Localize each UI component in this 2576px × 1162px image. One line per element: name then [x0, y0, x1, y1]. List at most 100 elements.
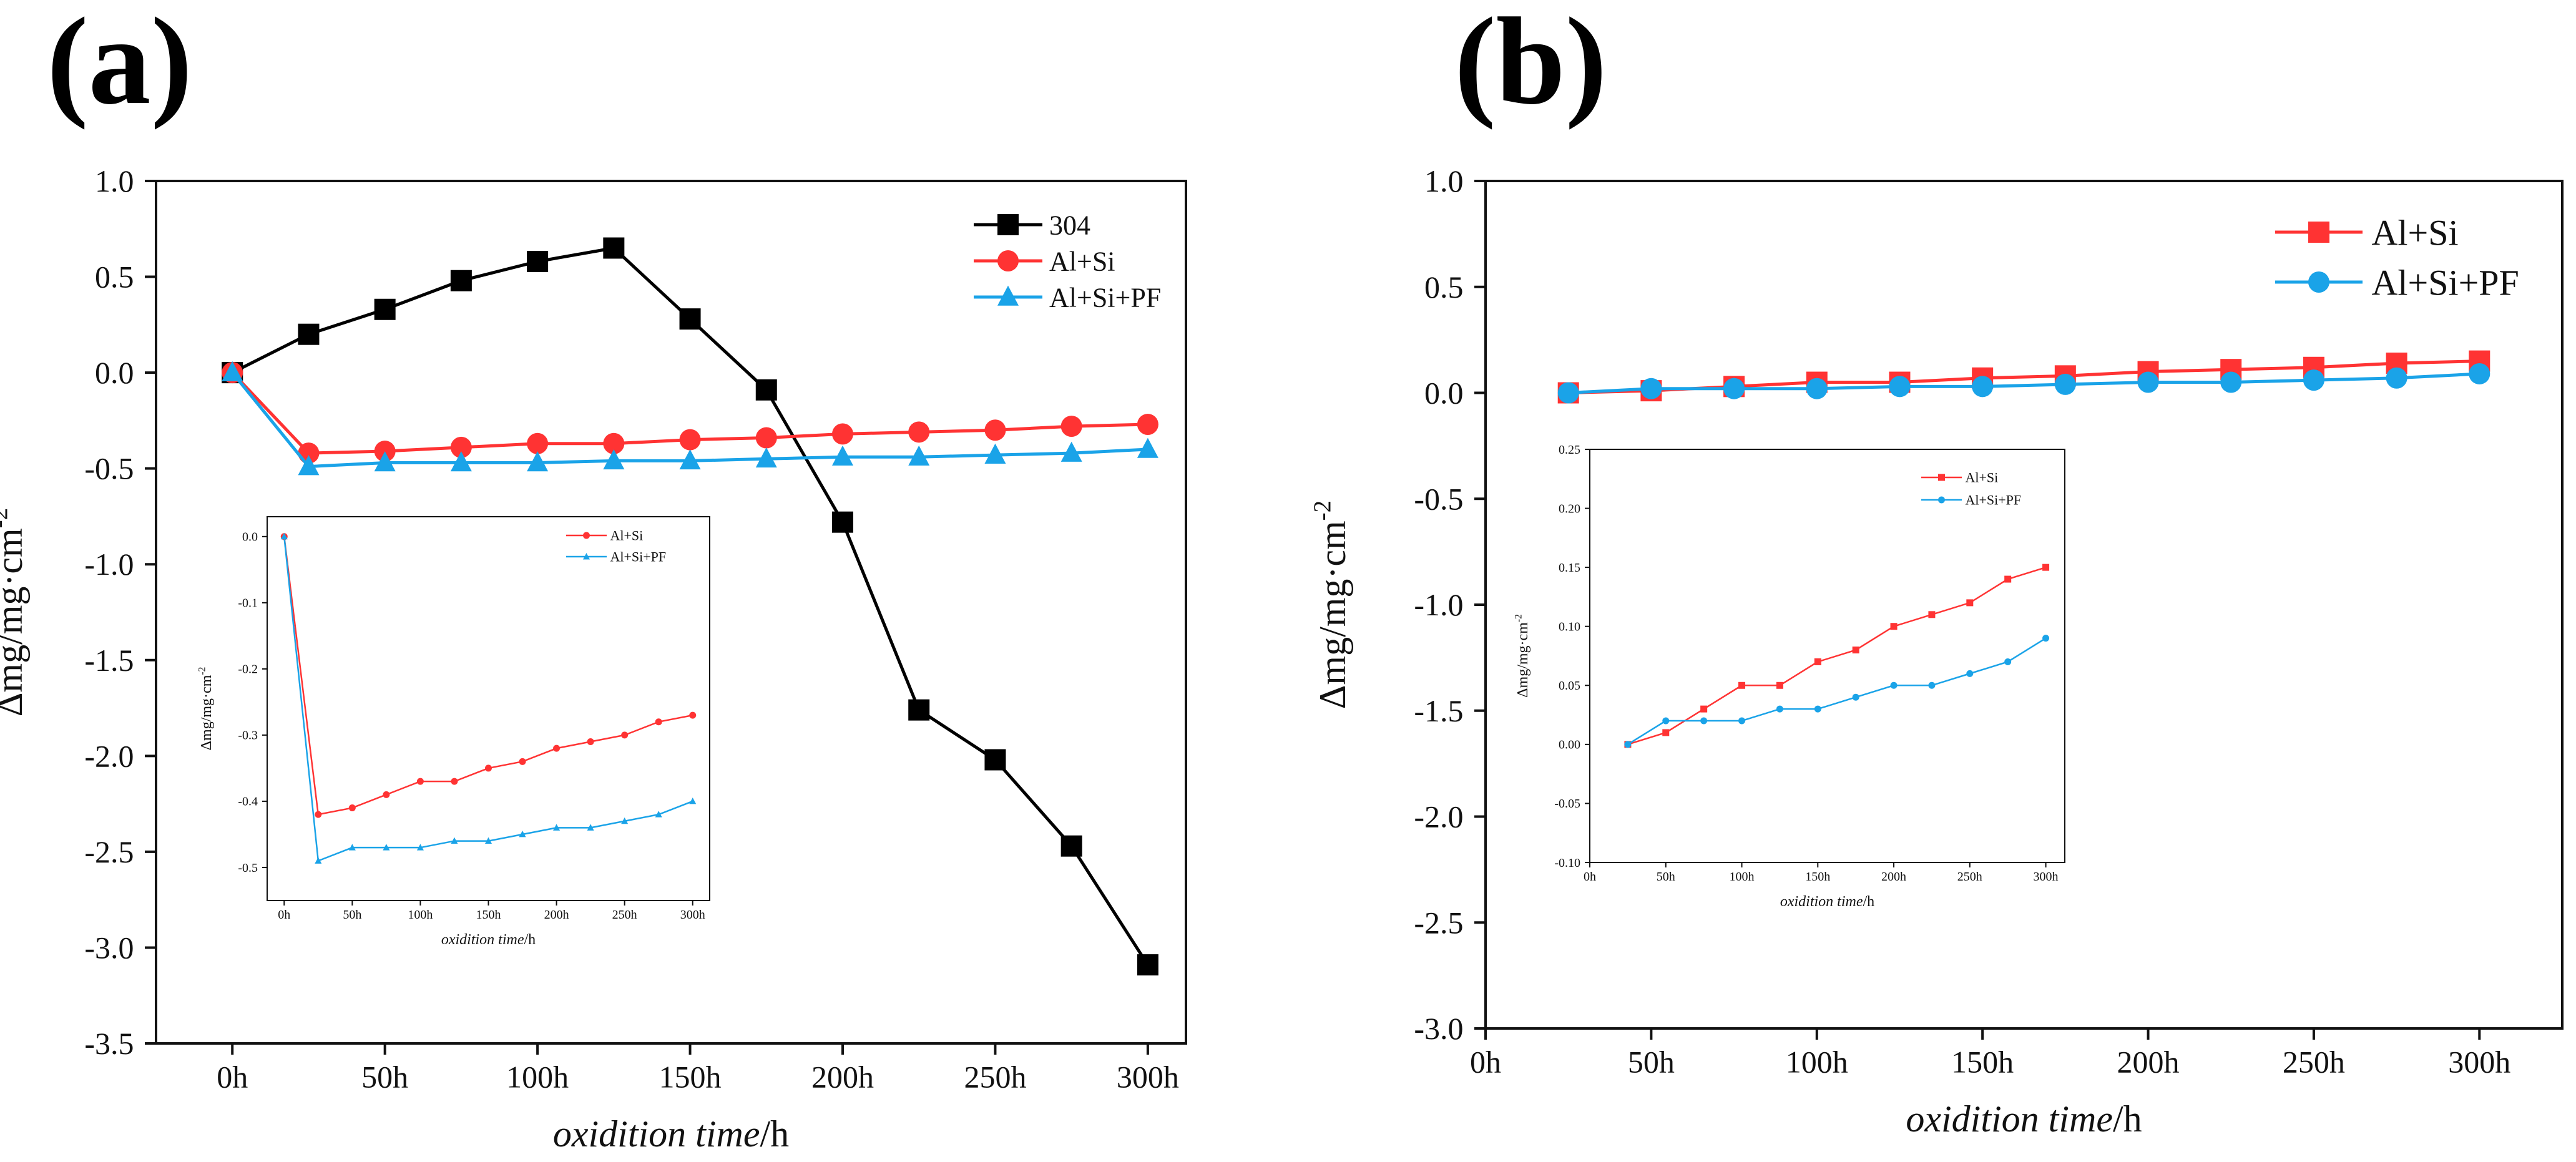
a-inset-point-al-si-pf	[280, 532, 288, 540]
b-y-axis-title: Δmg/mg·cm-2	[1309, 500, 1353, 709]
a-point-304	[603, 237, 625, 259]
a-inset-point-al-si-pf	[621, 817, 629, 824]
a-inset-point-al-si	[587, 738, 594, 746]
a-inset-point-al-si-pf	[348, 844, 356, 851]
a-point-al-si	[450, 436, 472, 458]
a-inset-point-al-si	[383, 791, 390, 798]
b-x-axis-title: oxidition time/h	[1906, 1098, 2142, 1140]
a-ytick-label: 0.5	[95, 260, 134, 295]
b-point-al-si-pf	[1806, 378, 1828, 399]
b-inset-ytick-label: 0.10	[1559, 620, 1580, 634]
b-inset-point-al-si-pf	[1928, 681, 1936, 689]
a-inset-point-al-si-pf	[315, 857, 322, 864]
a-inset-x-axis-title-unit: /h	[524, 932, 536, 948]
b-x-axis-title-unit: /h	[2113, 1098, 2142, 1140]
b-ytick-label: -2.0	[1414, 799, 1463, 834]
b-point-al-si-pf	[1640, 378, 1662, 399]
a-point-al-si-pf	[374, 451, 396, 472]
a-inset-xtick-label: 200h	[544, 908, 569, 922]
a-xtick-label: 300h	[1117, 1060, 1179, 1095]
a-point-304	[832, 511, 853, 533]
a-point-al-si-pf	[1137, 437, 1158, 458]
b-inset-point-al-si	[2004, 575, 2012, 583]
a-xtick-label: 200h	[811, 1060, 874, 1095]
b-xtick-label: 100h	[1786, 1045, 1848, 1080]
b-inset-point-al-si	[1814, 658, 1821, 665]
b-inset-xtick-label: 50h	[1657, 870, 1675, 884]
a-legend-marker-al-si-pf	[997, 285, 1019, 306]
a-inset-point-al-si-pf	[553, 824, 561, 831]
a-ytick-label: -2.5	[84, 834, 134, 869]
a-inset-x-axis-title-main: oxidition time	[441, 932, 524, 948]
a-point-al-si	[1060, 416, 1082, 437]
panel-label-b: (b)	[1454, 0, 1607, 130]
b-inset-ytick-label: -0.05	[1554, 797, 1580, 811]
a-inset-point-al-si	[621, 731, 629, 739]
a-y-axis-title-main: Δmg/mg·cm	[0, 528, 30, 716]
b-inset-y-axis-title: Δmg/mg·cm-2	[1513, 614, 1531, 698]
b-inset-point-al-si	[1776, 681, 1783, 689]
b-ytick-label: -3.0	[1414, 1011, 1463, 1046]
a-y-axis-title-exp: -2	[0, 508, 12, 529]
a-inset-xtick-label: 250h	[612, 908, 637, 922]
b-inset-legend-label-al-si-pf: Al+Si+PF	[1966, 492, 2022, 508]
b-inset-xtick-label: 150h	[1805, 870, 1830, 884]
b-inset-ytick-label: 0.25	[1559, 443, 1580, 457]
b-point-al-si-pf	[1889, 376, 1911, 398]
a-inset-ytick-label: -0.1	[238, 597, 258, 610]
a-inset-point-al-si-pf	[689, 798, 697, 804]
a-xtick-label: 50h	[361, 1060, 408, 1095]
a-inset-ytick-label: -0.4	[238, 795, 258, 809]
chart-a-inset: 0h 50h 100h 150h 200h 250h 300h 0.0 -0.1 -0.2 -0.3…	[197, 516, 710, 948]
a-inset-point-al-si-pf	[451, 837, 458, 844]
b-line-al-si-pf	[1568, 372, 2480, 394]
a-point-al-si	[679, 429, 701, 451]
a-point-304	[984, 749, 1006, 771]
a-xtick-label: 0h	[217, 1060, 248, 1095]
b-point-al-si-pf	[2137, 371, 2159, 393]
b-ytick-label: 0.5	[1424, 270, 1464, 305]
a-ytick-label: -0.5	[84, 451, 134, 486]
a-point-al-si	[984, 419, 1006, 441]
a-point-al-si-pf	[603, 449, 625, 470]
b-xtick-label: 50h	[1628, 1045, 1675, 1080]
b-inset-plot-frame	[1589, 449, 2065, 863]
b-point-al-si-pf	[2220, 371, 2242, 393]
b-xtick-label: 250h	[2283, 1045, 2345, 1080]
a-inset-legend-label-al-si: Al+Si	[610, 528, 644, 544]
a-inset-ytick-label: -0.3	[238, 729, 258, 743]
a-point-304	[679, 308, 701, 330]
b-point-al-si-pf	[2386, 367, 2407, 389]
a-inset-point-al-si	[519, 758, 526, 765]
a-inset-series-al-si	[280, 533, 697, 818]
b-inset-point-al-si	[1738, 681, 1746, 689]
b-inset-legend-label-al-si: Al+Si	[1966, 470, 1999, 486]
a-point-al-si-pf	[222, 361, 243, 381]
a-legend-label-al-si-pf: Al+Si+PF	[1049, 282, 1161, 313]
a-inset-ytick-label: -0.2	[238, 663, 258, 676]
a-point-al-si-pf	[450, 451, 472, 472]
a-inset-plot-frame	[267, 516, 710, 901]
b-inset-x-axis-title-main: oxidition time	[1780, 894, 1863, 910]
a-inset-point-al-si	[348, 804, 356, 812]
b-point-al-si-pf	[1557, 382, 1579, 404]
a-point-al-si	[1137, 414, 1158, 436]
a-inset-point-al-si	[315, 811, 322, 818]
a-point-al-si-pf	[832, 445, 853, 466]
b-xtick-label: 300h	[2448, 1045, 2510, 1080]
a-point-304	[298, 323, 320, 345]
b-inset-point-al-si	[1662, 729, 1670, 736]
a-point-al-si-pf	[679, 449, 701, 470]
b-inset-point-al-si-pf	[2042, 635, 2050, 642]
b-inset-legend-marker-al-si-pf	[1938, 496, 1945, 504]
b-inset-x-axis-title-unit: /h	[1863, 894, 1874, 910]
a-point-al-si	[755, 427, 777, 449]
a-inset-point-al-si-pf	[383, 844, 390, 851]
a-x-axis-title-unit: /h	[760, 1113, 789, 1155]
b-inset-point-al-si-pf	[1852, 693, 1859, 701]
b-point-al-si-pf	[1723, 378, 1745, 399]
b-inset-xtick-label: 0h	[1584, 870, 1596, 884]
a-inset-xtick-label: 300h	[680, 908, 705, 922]
b-inset-point-al-si-pf	[1890, 681, 1898, 689]
